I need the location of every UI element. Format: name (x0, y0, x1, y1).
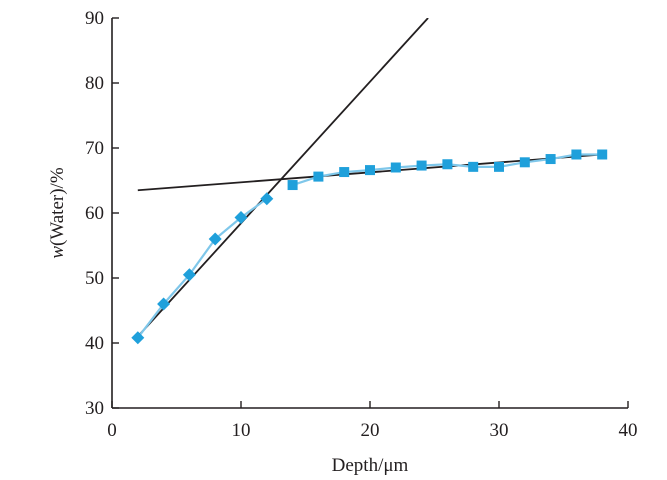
data-point-square (287, 180, 298, 191)
data-point-diamond (234, 211, 248, 225)
data-point-diamond (208, 232, 222, 246)
data-point-square (571, 149, 582, 160)
y-axis-title-rest: (Water)/% (47, 167, 68, 246)
data-point-square (339, 167, 350, 178)
y-axis-title-variable: w (47, 246, 68, 259)
y-tick-label: 40 (85, 333, 104, 354)
data-point-square (494, 161, 504, 172)
fit-lines-layer (137, 18, 603, 338)
data-point-diamond (182, 268, 196, 282)
y-tick-label: 90 (85, 8, 104, 29)
y-tick-label: 30 (85, 398, 104, 419)
data-point-square (313, 171, 324, 182)
x-tick-label: 10 (232, 420, 251, 441)
x-tick-label: 40 (619, 420, 638, 441)
data-point-square (416, 160, 427, 171)
x-tick-label: 0 (107, 420, 117, 441)
series-2-line (292, 153, 603, 187)
data-point-square (519, 157, 530, 168)
fit-line-1 (137, 18, 429, 338)
y-axis-title: w(Water)/% (47, 167, 68, 259)
y-tick-label: 60 (85, 203, 104, 224)
data-point-square (442, 159, 453, 170)
x-tick-label: 30 (490, 420, 509, 441)
data-point-square (468, 161, 479, 172)
y-tick-label: 70 (85, 138, 104, 159)
y-tick-label: 50 (85, 268, 104, 289)
data-point-diamond (260, 192, 274, 206)
series-layer (131, 149, 608, 345)
y-tick-label: 80 (85, 73, 104, 94)
axes-layer: Depth/μm w(Water)/% 0 10 20 30 40 30 40 50 60 70 8… (47, 8, 638, 476)
data-point-diamond (157, 297, 171, 311)
data-point-square (390, 162, 401, 173)
x-tick-label: 20 (361, 420, 380, 441)
x-axis-title: Depth/μm (332, 455, 409, 476)
data-point-square (545, 154, 556, 165)
data-point-diamond (131, 331, 145, 345)
data-point-square (365, 165, 375, 176)
series-1-line (136, 197, 268, 339)
data-point-square (597, 149, 608, 160)
